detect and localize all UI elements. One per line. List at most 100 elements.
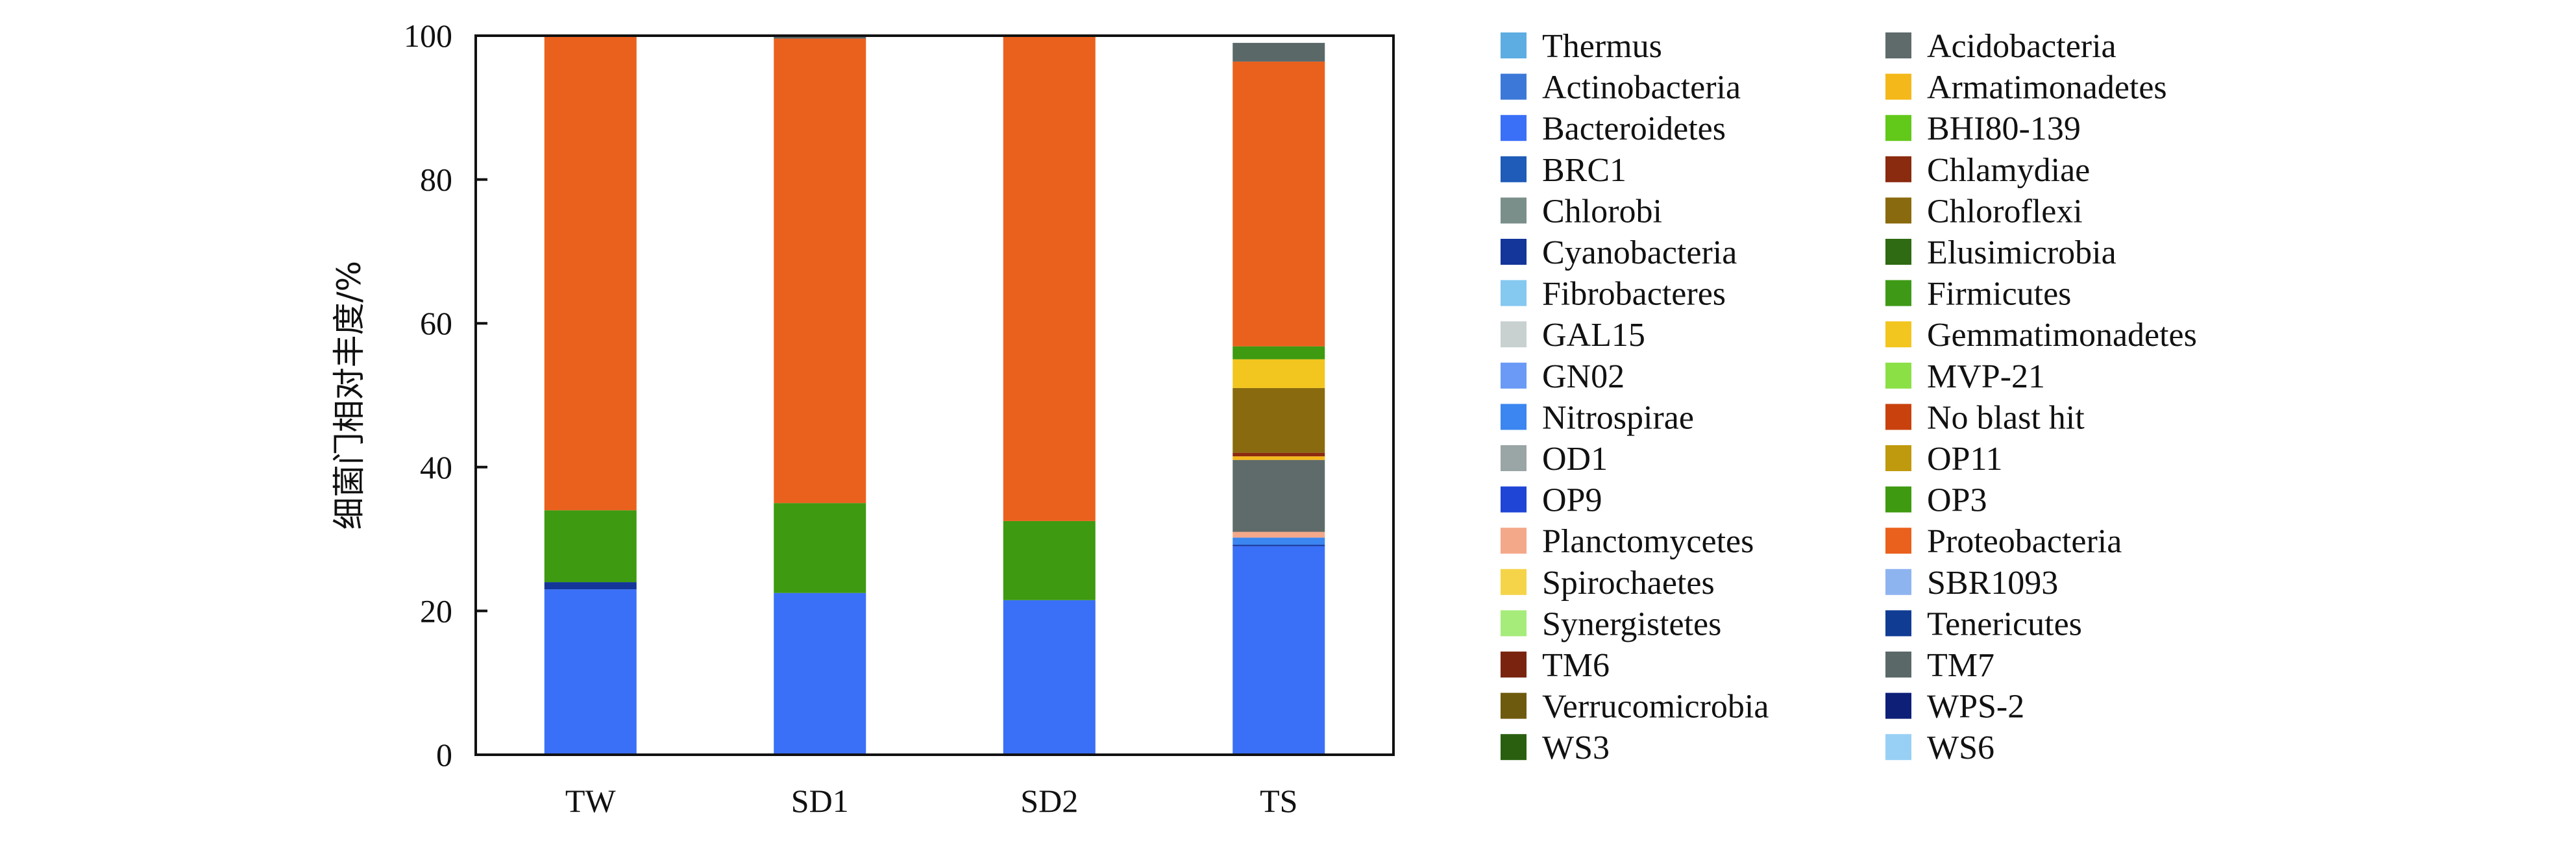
legend-item: Thermus bbox=[1501, 28, 1662, 65]
legend-item: Cyanobacteria bbox=[1501, 234, 1737, 271]
bar-segment-ts-nitrospirae bbox=[1233, 537, 1325, 545]
plot-frame bbox=[474, 34, 1395, 756]
legend-item: Synergistetes bbox=[1501, 605, 1721, 642]
legend-item: Firmicutes bbox=[1885, 276, 2071, 313]
y-tick-label: 0 bbox=[436, 737, 452, 773]
legend-label: Proteobacteria bbox=[1927, 523, 2122, 560]
legend-swatch bbox=[1885, 734, 1911, 761]
legend-swatch bbox=[1885, 197, 1911, 224]
legend-swatch bbox=[1885, 404, 1911, 430]
legend-item: Acidobacteria bbox=[1885, 28, 2116, 65]
legend-item: GAL15 bbox=[1501, 317, 1645, 354]
bar-segment-sd1-op3 bbox=[774, 503, 866, 593]
legend-swatch bbox=[1501, 156, 1527, 182]
legend-label: TM6 bbox=[1542, 647, 1610, 684]
legend-label: Firmicutes bbox=[1927, 276, 2071, 313]
legend-item: Bacteroidetes bbox=[1501, 110, 1726, 147]
legend-label: Acidobacteria bbox=[1927, 28, 2116, 65]
legend-swatch bbox=[1885, 610, 1911, 637]
y-tick-label: 60 bbox=[420, 305, 452, 341]
legend-swatch bbox=[1885, 528, 1911, 554]
legend-swatch bbox=[1885, 445, 1911, 471]
legend-item: BRC1 bbox=[1501, 152, 1626, 189]
legend-swatch bbox=[1885, 32, 1911, 58]
legend-swatch bbox=[1501, 692, 1527, 719]
x-tick-label: SD1 bbox=[791, 783, 849, 819]
legend-item: Tenericutes bbox=[1885, 605, 2082, 642]
legend-swatch bbox=[1501, 73, 1527, 100]
bar-segment-tw-cyanobacteria bbox=[544, 582, 637, 590]
legend-label: OP11 bbox=[1927, 441, 2003, 478]
bar-segment-sd1-proteobacteria bbox=[774, 38, 866, 504]
legend-item: OP3 bbox=[1885, 482, 1987, 519]
y-tick-label: 20 bbox=[420, 593, 452, 629]
legend-label: GN02 bbox=[1542, 358, 1625, 395]
y-axis: 0 20 40 60 80 100 bbox=[404, 18, 487, 773]
legend-label: Chlorobi bbox=[1542, 193, 1662, 230]
x-axis: TW SD1 SD2 TS bbox=[565, 783, 1298, 819]
legend-swatch bbox=[1501, 528, 1527, 554]
bar-segment-sd2-bacteroidetes bbox=[1003, 600, 1096, 755]
legend-label: Thermus bbox=[1542, 28, 1662, 65]
bar-segment-ts-acidobacteria bbox=[1233, 459, 1325, 532]
legend-item: OP9 bbox=[1501, 482, 1602, 519]
legend-label: Chloroflexi bbox=[1927, 193, 2083, 230]
legend-item: Proteobacteria bbox=[1885, 523, 2122, 560]
bar-segment-ts-op3 bbox=[1233, 346, 1325, 360]
legend-label: Armatimonadetes bbox=[1927, 69, 2167, 106]
legend-swatch bbox=[1885, 280, 1911, 306]
legend-item: WS6 bbox=[1885, 729, 1994, 766]
legend-swatch bbox=[1501, 568, 1527, 595]
legend-label: BHI80-139 bbox=[1927, 110, 2081, 147]
legend-swatch bbox=[1501, 445, 1527, 471]
legend-label: Chlamydiae bbox=[1927, 152, 2090, 189]
legend-swatch bbox=[1501, 32, 1527, 58]
legend-label: OP3 bbox=[1927, 482, 1987, 519]
legend-label: Verrucomicrobia bbox=[1542, 689, 1769, 726]
x-tick-label: TS bbox=[1260, 783, 1297, 819]
legend-swatch bbox=[1501, 486, 1527, 513]
legend-swatch bbox=[1885, 692, 1911, 719]
legend-label: Nitrospirae bbox=[1542, 399, 1694, 436]
legend-item: Nitrospirae bbox=[1501, 399, 1694, 436]
legend-label: WPS-2 bbox=[1927, 689, 2024, 726]
legend-swatch bbox=[1885, 568, 1911, 595]
bar-segment-sd2-proteobacteria bbox=[1003, 36, 1096, 521]
y-tick-label: 100 bbox=[404, 18, 452, 54]
legend-label: Bacteroidetes bbox=[1542, 110, 1726, 147]
legend-label: MVP-21 bbox=[1927, 358, 2045, 395]
bar-segment-sd1-tm7 bbox=[774, 36, 866, 39]
bar-segment-ts-bacteroidetes bbox=[1233, 546, 1325, 755]
legend-label: Synergistetes bbox=[1542, 605, 1721, 642]
legend-label: OD1 bbox=[1542, 441, 1608, 478]
legend-swatch bbox=[1501, 404, 1527, 430]
legend-item: TM6 bbox=[1501, 647, 1610, 684]
x-tick-label: SD2 bbox=[1020, 783, 1078, 819]
bar-segment-tw-op3 bbox=[544, 510, 637, 583]
legend-swatch bbox=[1501, 197, 1527, 224]
legend-swatch bbox=[1501, 321, 1527, 348]
legend-swatch bbox=[1885, 652, 1911, 678]
legend-label: SBR1093 bbox=[1927, 565, 2058, 602]
legend-item: Planctomycetes bbox=[1501, 523, 1754, 560]
legend-label: Cyanobacteria bbox=[1542, 234, 1737, 271]
bar-segment-ts-chloroflexi bbox=[1233, 387, 1325, 453]
legend-item: GN02 bbox=[1501, 358, 1625, 395]
bar-segment-sd1-bacteroidetes bbox=[774, 593, 866, 755]
legend-swatch bbox=[1885, 115, 1911, 141]
bar-segment-tw-proteobacteria bbox=[544, 36, 637, 511]
legend-swatch bbox=[1501, 115, 1527, 141]
legend-swatch bbox=[1501, 610, 1527, 637]
legend-label: No blast hit bbox=[1927, 399, 2085, 436]
legend-label: BRC1 bbox=[1542, 152, 1626, 189]
y-axis-label: 细菌门相对丰度/% bbox=[330, 261, 368, 530]
legend-label: Gemmatimonadetes bbox=[1927, 317, 2197, 354]
legend-item: Elusimicrobia bbox=[1885, 234, 2116, 271]
legend-label: Planctomycetes bbox=[1542, 523, 1754, 560]
legend-item: WS3 bbox=[1501, 729, 1610, 766]
legend-item: Armatimonadetes bbox=[1885, 69, 2167, 106]
legend-swatch bbox=[1885, 486, 1911, 513]
legend-item: Verrucomicrobia bbox=[1501, 689, 1769, 726]
legend-label: WS3 bbox=[1542, 729, 1610, 766]
